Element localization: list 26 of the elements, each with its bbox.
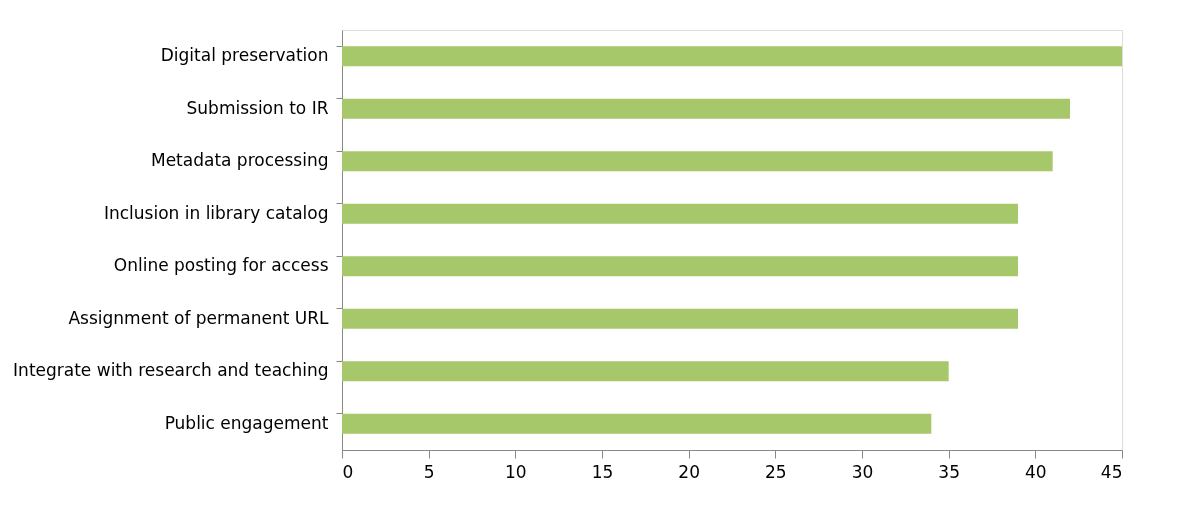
x-tick-label: 10 [505, 461, 527, 482]
bar [342, 413, 932, 434]
x-tick-label: 40 [1025, 461, 1047, 482]
x-tick-label: 5 [423, 461, 435, 482]
y-tick-label: Assignment of permanent URL [68, 307, 330, 328]
bar [342, 308, 1018, 329]
y-tick-label: Metadata processing [150, 150, 329, 171]
y-tick-label: Submission to IR [186, 97, 329, 118]
bar [342, 361, 949, 382]
bar [342, 151, 1053, 172]
y-tick-label: Digital preservation [160, 45, 329, 66]
bar [342, 98, 1070, 119]
x-tick-label: 0 [342, 461, 354, 482]
x-tick-label: 45 [1100, 461, 1123, 482]
x-tick-label: 25 [765, 461, 787, 482]
x-tick-label: 15 [591, 461, 614, 482]
bar [342, 256, 1018, 277]
y-tick-label: Integrate with research and teaching [13, 360, 329, 381]
x-tick-label: 35 [938, 461, 960, 482]
bar [342, 203, 1018, 224]
x-tick-label: 20 [678, 461, 700, 482]
y-tick-label: Inclusion in library catalog [103, 202, 329, 223]
y-tick-label: Public engagement [164, 412, 329, 433]
y-tick-label: Online posting for access [113, 255, 329, 276]
bar [342, 46, 1122, 67]
x-tick-label: 30 [851, 461, 874, 482]
